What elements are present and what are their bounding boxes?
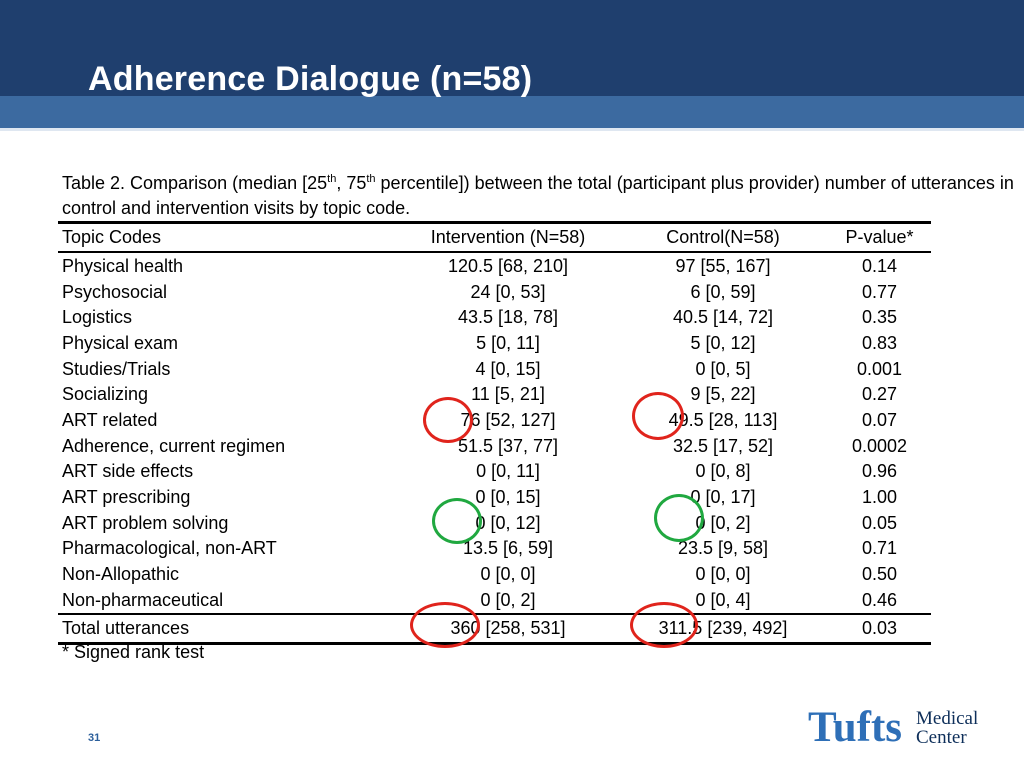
- table-row: Adherence, current regimen 51.5 [37, 77] 3…: [58, 433, 931, 459]
- topic-cell: ART problem solving: [62, 512, 229, 533]
- control-cell: 0 [0, 5]: [695, 358, 751, 379]
- table-row: ART prescribing 0 [0, 15] 0 [0, 17] 1.00: [58, 484, 931, 510]
- table-caption: Table 2. Comparison (median [25th, 75th …: [62, 173, 1014, 218]
- topic-cell: Psychosocial: [62, 281, 168, 302]
- p-value-cell: 0.46: [861, 589, 898, 610]
- p-value-cell: 0.96: [861, 461, 898, 482]
- intervention-cell: 120.5 [68, 210]: [447, 255, 569, 276]
- p-value-cell: 0.001: [856, 358, 903, 379]
- p-value-cell: 0.50: [861, 564, 898, 585]
- table-row: Socializing 11 [5, 21] 9 [5, 22] 0.27: [58, 381, 931, 407]
- highlight-circle-art-intervention: [423, 397, 473, 443]
- topic-cell: Non-Allopathic: [62, 564, 180, 585]
- topic-cell: ART related: [62, 409, 158, 430]
- topic-cell: ART prescribing: [62, 487, 191, 508]
- topic-cell: Studies/Trials: [62, 358, 171, 379]
- logo-subtitle-line2: Center: [916, 727, 967, 748]
- table-row: ART problem solving 0 [0, 12] 0 [0, 2] 0.05: [58, 510, 931, 536]
- table-row: Non-pharmaceutical 0 [0, 2] 0 [0, 4] 0.46: [58, 587, 931, 614]
- header-p-value: P-value*: [828, 221, 931, 253]
- control-cell: 97 [55, 167]: [675, 255, 771, 276]
- intervention-cell: 24 [0, 53]: [470, 281, 546, 302]
- intervention-cell: 43.5 [18, 78]: [457, 307, 559, 328]
- topic-cell: Physical exam: [62, 332, 179, 353]
- control-cell: 9 [5, 22]: [690, 384, 756, 405]
- p-value-cell: 0.14: [861, 255, 898, 276]
- p-value-cell: 0.83: [861, 332, 898, 353]
- header-bar: Adherence Dialogue (n=58): [0, 0, 1024, 131]
- control-cell: 23.5 [9, 58]: [677, 538, 769, 559]
- topic-cell: Non-pharmaceutical: [62, 589, 224, 610]
- highlight-circle-total-intervention: [410, 602, 480, 648]
- table-row: Physical exam 5 [0, 11] 5 [0, 12] 0.83: [58, 330, 931, 356]
- tufts-medical-center-logo: Tufts Medical Center: [808, 706, 1004, 750]
- intervention-cell: 0 [0, 15]: [475, 487, 541, 508]
- highlight-circle-problem-solving-intervention: [432, 498, 482, 544]
- p-value-cell: 0.07: [861, 409, 898, 430]
- control-cell: 0 [0, 4]: [695, 589, 751, 610]
- topic-cell: Physical health: [62, 255, 184, 276]
- p-value-cell: 0.71: [861, 538, 898, 559]
- p-value-cell: 1.00: [861, 487, 898, 508]
- slide-title: Adherence Dialogue (n=58): [88, 60, 533, 98]
- control-cell: 6 [0, 59]: [690, 281, 756, 302]
- topic-cell: ART side effects: [62, 461, 194, 482]
- topic-cell: Socializing: [62, 384, 149, 405]
- control-cell: 5 [0, 12]: [690, 332, 756, 353]
- highlight-circle-total-control: [630, 602, 698, 648]
- intervention-cell: 0 [0, 11]: [476, 461, 540, 482]
- p-value-cell: 0.77: [861, 281, 898, 302]
- table-row: ART related 76 [52, 127] 49.5 [28, 113] 0.0…: [58, 407, 931, 433]
- intervention-cell: 11 [5, 21]: [471, 384, 545, 405]
- intervention-cell: 0 [0, 2]: [480, 589, 536, 610]
- p-value-cell: 0.35: [861, 307, 898, 328]
- table-row: Pharmacological, non-ART 13.5 [6, 59] 23.5…: [58, 536, 931, 562]
- total-row: Total utterances 360 [258, 531] 311.5 [239…: [58, 612, 931, 645]
- p-value-cell: 0.27: [861, 384, 898, 405]
- logo-wordmark: Tufts: [808, 704, 903, 751]
- topic-cell: Pharmacological, non-ART: [62, 538, 277, 559]
- table-row: Psychosocial 24 [0, 53] 6 [0, 59] 0.77: [58, 279, 931, 305]
- table-row: Logistics 43.5 [18, 78] 40.5 [14, 72] 0.35: [58, 304, 931, 330]
- table-row: Non-Allopathic 0 [0, 0] 0 [0, 0] 0.50: [58, 561, 931, 587]
- intervention-cell: 51.5 [37, 77]: [457, 435, 559, 456]
- p-value-cell: 0.05: [861, 512, 898, 533]
- control-cell: 0 [0, 17]: [690, 487, 756, 508]
- topic-cell: Logistics: [62, 307, 133, 328]
- table-row: Physical health 120.5 [68, 210] 97 [55, 16…: [58, 252, 931, 279]
- header-band: [0, 96, 1024, 128]
- intervention-cell: 0 [0, 12]: [475, 512, 541, 533]
- highlight-circle-art-control: [632, 392, 684, 440]
- logo-subtitle-line1: Medical: [916, 708, 979, 729]
- highlight-circle-problem-solving-control: [654, 494, 704, 542]
- control-cell: 32.5 [17, 52]: [672, 435, 774, 456]
- header-divider: [0, 128, 1024, 131]
- table-row: ART side effects 0 [0, 11] 0 [0, 8] 0.96: [58, 459, 931, 485]
- control-cell: 40.5 [14, 72]: [672, 307, 774, 328]
- p-value-cell: 0.0002: [851, 435, 908, 456]
- table-row: Studies/Trials 4 [0, 15] 0 [0, 5] 0.001: [58, 356, 931, 382]
- header-topic-codes: Topic Codes: [58, 221, 398, 253]
- total-p-value-cell: 0.03: [828, 612, 931, 645]
- intervention-cell: 0 [0, 0]: [480, 564, 536, 585]
- intervention-cell: 76 [52, 127]: [460, 409, 556, 430]
- total-topic-cell: Total utterances: [58, 612, 398, 645]
- intervention-cell: 5 [0, 11]: [476, 332, 540, 353]
- intervention-cell: 13.5 [6, 59]: [462, 538, 554, 559]
- header-intervention: Intervention (N=58): [398, 221, 618, 253]
- control-cell: 0 [0, 2]: [695, 512, 751, 533]
- header-control: Control(N=58): [618, 221, 828, 253]
- table-header-row: Topic Codes Intervention (N=58) Control(…: [58, 221, 931, 253]
- page-number: 31: [88, 732, 101, 744]
- comparison-table: Topic Codes Intervention (N=58) Control(…: [58, 221, 931, 645]
- topic-cell: Adherence, current regimen: [62, 435, 286, 456]
- control-cell: 49.5 [28, 113]: [668, 409, 778, 430]
- control-cell: 0 [0, 8]: [695, 461, 751, 482]
- control-cell: 0 [0, 0]: [695, 564, 751, 585]
- intervention-cell: 4 [0, 15]: [475, 358, 541, 379]
- table-footnote: * Signed rank test: [62, 642, 205, 662]
